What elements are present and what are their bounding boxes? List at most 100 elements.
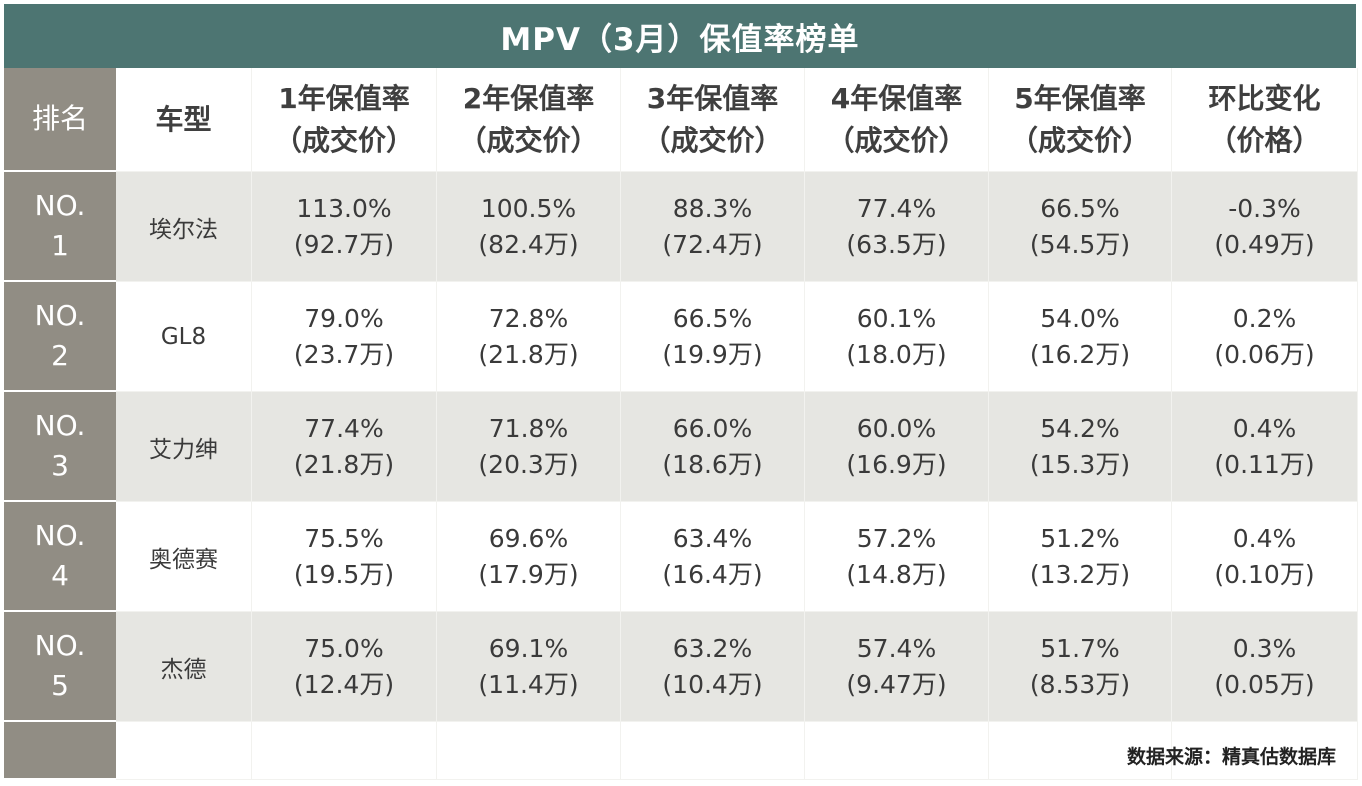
rank-number: 2: [51, 339, 69, 372]
value-cell-4yr: 57.4% (9.47万): [805, 612, 989, 722]
header-2yr-line1: 2年保值率: [462, 81, 595, 115]
rank-label: NO. 2: [35, 296, 86, 376]
value-cell-2yr: 100.5% (82.4万): [437, 172, 621, 282]
footer-blank-2: [252, 722, 437, 780]
header-5yr: 5年保值率 （成交价）: [989, 68, 1172, 172]
value-cell-3yr: 66.0% (18.6万): [621, 392, 805, 502]
value-cell-4yr: 60.1% (18.0万): [805, 282, 989, 392]
value-cell-1yr: 75.0% (12.4万): [252, 612, 437, 722]
retention-percent: 0.4%: [1232, 413, 1297, 443]
transaction-price: (21.8万): [478, 339, 579, 369]
value-cell-1yr: 79.0% (23.7万): [252, 282, 437, 392]
header-3yr: 3年保值率 （成交价）: [621, 68, 805, 172]
retention-percent: 57.4%: [856, 633, 937, 663]
value-cell-1yr: 77.4% (21.8万): [252, 392, 437, 502]
value-cell-mom: 0.4% (0.10万): [1172, 502, 1358, 612]
header-2yr: 2年保值率 （成交价）: [437, 68, 621, 172]
value-cell-2yr: 72.8% (21.8万): [437, 282, 621, 392]
header-4yr: 4年保值率 （成交价）: [805, 68, 989, 172]
rank-number: 1: [51, 229, 69, 262]
retention-percent: 54.2%: [1040, 413, 1120, 443]
model-cell: 杰德: [116, 612, 252, 722]
transaction-price: (92.7万): [293, 229, 395, 259]
retention-percent: 66.0%: [672, 413, 753, 443]
transaction-price: (20.3万): [478, 449, 579, 479]
header-2yr-line2: （成交价）: [458, 123, 599, 157]
footer-blank-1: [116, 722, 252, 780]
retention-percent: 75.0%: [304, 633, 384, 663]
retention-percent: 66.5%: [1040, 193, 1120, 223]
retention-percent: 113.0%: [296, 193, 392, 223]
transaction-price: (54.5万): [1029, 229, 1131, 259]
footer-blank-7: [1172, 722, 1358, 780]
retention-percent: 0.3%: [1232, 633, 1297, 663]
retention-percent: 79.0%: [304, 303, 384, 333]
value-cell-5yr: 51.2% (13.2万): [989, 502, 1172, 612]
footer-blank-5: [805, 722, 989, 780]
retention-percent: 0.4%: [1232, 523, 1297, 553]
transaction-price: (0.49万): [1214, 229, 1315, 259]
value-cell-2yr: 69.6% (17.9万): [437, 502, 621, 612]
retention-percent: 88.3%: [672, 193, 753, 223]
value-cell-4yr: 77.4% (63.5万): [805, 172, 989, 282]
transaction-price: (16.4万): [662, 559, 763, 589]
header-5yr-line1: 5年保值率: [1014, 81, 1146, 115]
header-4yr-line1: 4年保值率: [830, 81, 963, 115]
rank-number: 5: [51, 669, 69, 702]
header-mom-line2: （价格）: [1208, 123, 1321, 157]
retention-percent: 63.2%: [672, 633, 753, 663]
transaction-price: (19.9万): [662, 339, 763, 369]
value-cell-5yr: 51.7% (8.53万): [989, 612, 1172, 722]
value-cell-5yr: 66.5% (54.5万): [989, 172, 1172, 282]
footer-rank-blank: [4, 722, 116, 780]
value-cell-1yr: 75.5% (19.5万): [252, 502, 437, 612]
transaction-price: (11.4万): [478, 669, 579, 699]
transaction-price: (17.9万): [478, 559, 579, 589]
header-3yr-line2: （成交价）: [642, 123, 783, 157]
retention-percent: 63.4%: [672, 523, 753, 553]
header-5yr-line2: （成交价）: [1009, 123, 1150, 157]
rank-label: NO. 1: [35, 186, 86, 266]
transaction-price: (0.10万): [1214, 559, 1315, 589]
value-cell-5yr: 54.2% (15.3万): [989, 392, 1172, 502]
transaction-price: (16.9万): [846, 449, 947, 479]
transaction-price: (9.47万): [846, 669, 947, 699]
rank-prefix: NO.: [34, 519, 86, 552]
transaction-price: (0.11万): [1214, 449, 1315, 479]
transaction-price: (15.3万): [1029, 449, 1131, 479]
retention-percent: 60.1%: [856, 303, 937, 333]
value-cell-2yr: 69.1% (11.4万): [437, 612, 621, 722]
value-cell-mom: 0.3% (0.05万): [1172, 612, 1358, 722]
rank-number: 3: [51, 449, 69, 482]
retention-percent: 69.1%: [488, 633, 569, 663]
rank-cell: NO. 5: [4, 612, 116, 722]
footer-blank-6: [989, 722, 1172, 780]
rank-label: NO. 5: [35, 626, 86, 706]
transaction-price: (18.6万): [662, 449, 763, 479]
retention-table: 排名 车型 1年保值率 （成交价） 2年保值率 （成交价） 3年保值率 （成交价…: [4, 68, 1360, 780]
value-cell-3yr: 63.4% (16.4万): [621, 502, 805, 612]
header-1yr-line1: 1年保值率: [278, 81, 410, 115]
data-source-note: 数据来源：精真估数据库: [1126, 746, 1336, 768]
header-model: 车型: [116, 68, 252, 172]
footer-blank-4: [621, 722, 805, 780]
model-cell: 艾力绅: [116, 392, 252, 502]
retention-percent: 51.2%: [1040, 523, 1120, 553]
value-cell-4yr: 60.0% (16.9万): [805, 392, 989, 502]
model-cell: 奥德赛: [116, 502, 252, 612]
transaction-price: (23.7万): [293, 339, 395, 369]
header-3yr-line1: 3年保值率: [646, 81, 779, 115]
rank-prefix: NO.: [34, 409, 86, 442]
retention-percent: 75.5%: [304, 523, 384, 553]
transaction-price: (82.4万): [478, 229, 579, 259]
rank-prefix: NO.: [34, 189, 86, 222]
transaction-price: (72.4万): [662, 229, 763, 259]
retention-percent: 77.4%: [304, 413, 384, 443]
retention-percent: 60.0%: [856, 413, 937, 443]
rank-number: 4: [51, 559, 69, 592]
retention-percent: 66.5%: [672, 303, 753, 333]
value-cell-3yr: 66.5% (19.9万): [621, 282, 805, 392]
transaction-price: (19.5万): [293, 559, 395, 589]
value-cell-mom: 0.4% (0.11万): [1172, 392, 1358, 502]
value-cell-3yr: 63.2% (10.4万): [621, 612, 805, 722]
